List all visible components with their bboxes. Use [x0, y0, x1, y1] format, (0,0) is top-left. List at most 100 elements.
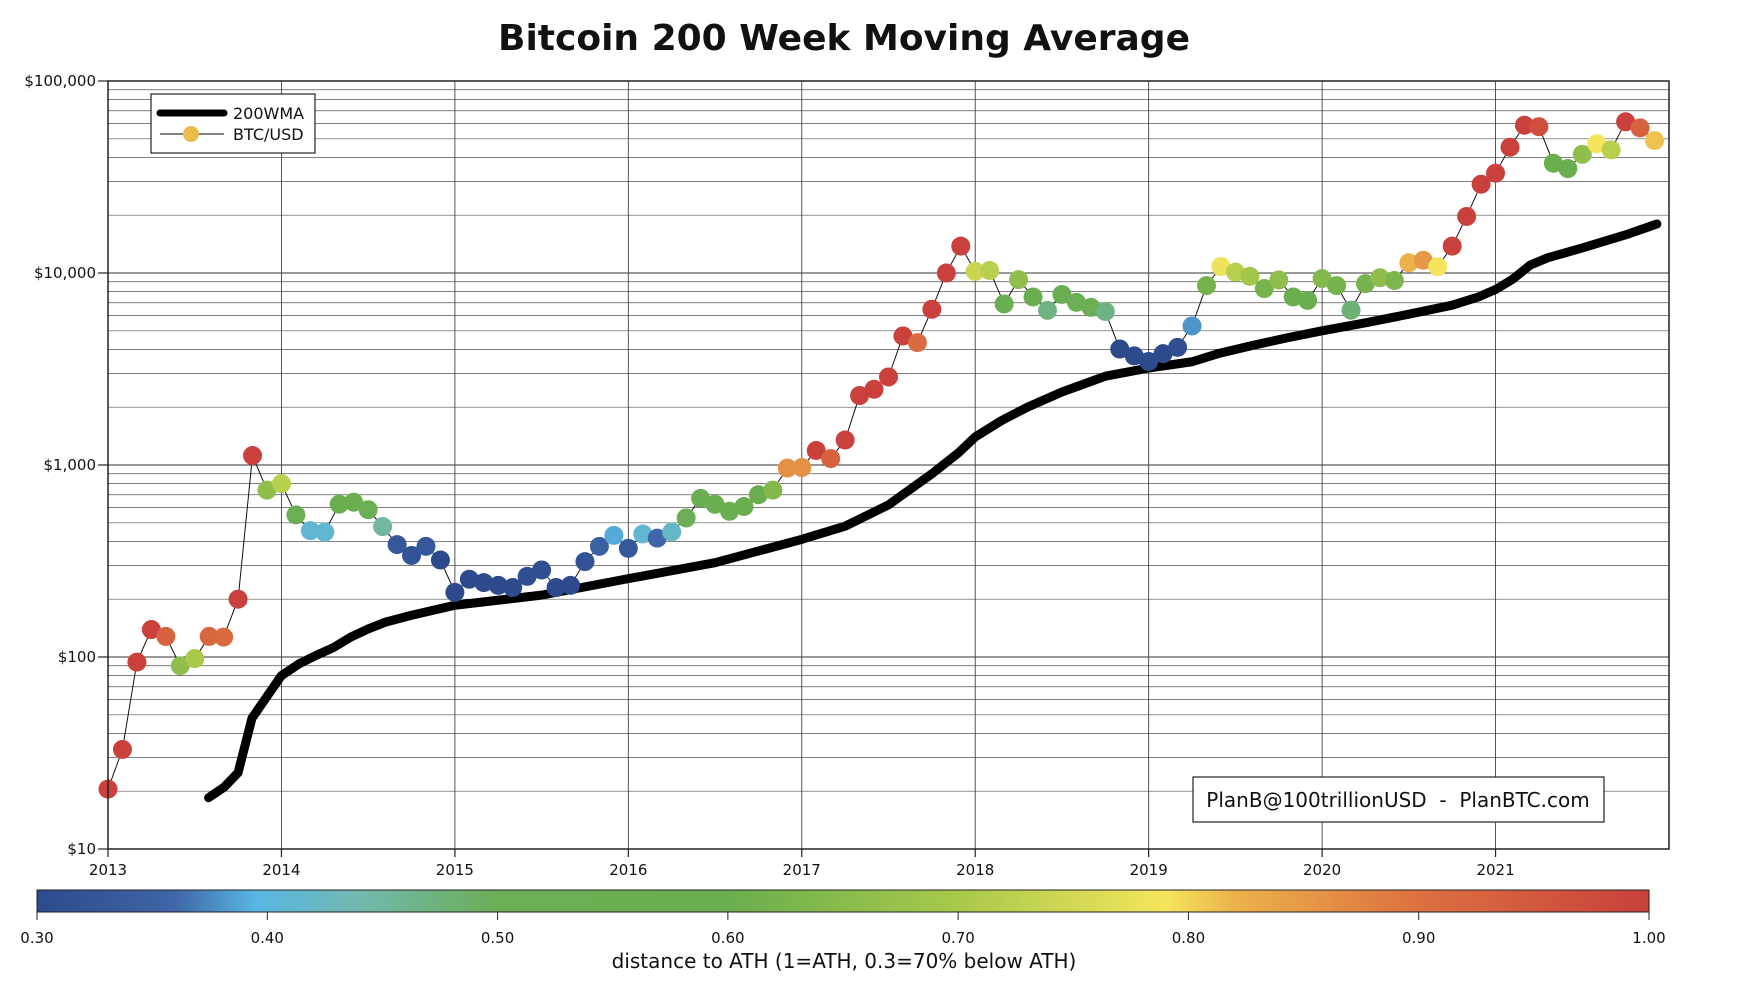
btc-point — [1283, 287, 1303, 307]
colorbar-tick-label: 0.80 — [1172, 929, 1205, 947]
btc-point — [329, 494, 349, 514]
btc-point — [1572, 144, 1592, 164]
btc-point — [1645, 130, 1665, 150]
btc-point — [257, 480, 277, 500]
x-tick-label: 2019 — [1130, 861, 1168, 879]
btc-point — [980, 261, 1000, 281]
btc-point — [199, 626, 219, 646]
btc-point — [488, 575, 508, 595]
btc-point — [893, 326, 913, 346]
btc-point — [561, 575, 581, 595]
chart-title: Bitcoin 200 Week Moving Average — [498, 18, 1190, 59]
btc-point — [459, 569, 479, 589]
y-tick-label: $100 — [58, 648, 96, 666]
wma-series — [204, 219, 1662, 803]
legend-btc-label: BTC/USD — [233, 125, 304, 144]
btc-point — [965, 261, 985, 281]
colorbar-tick-label: 0.50 — [481, 929, 514, 947]
btc-point — [1514, 115, 1534, 135]
btc-point — [430, 550, 450, 570]
btc-point — [1182, 316, 1202, 336]
btc-point — [1384, 270, 1404, 290]
btc-point — [214, 627, 234, 647]
btc-point — [1312, 269, 1332, 289]
btc-point — [589, 536, 609, 556]
btc-point — [1110, 339, 1130, 359]
btc-point — [748, 485, 768, 505]
btc-point — [777, 458, 797, 478]
btc-point — [127, 652, 147, 672]
btc-point — [879, 367, 898, 387]
btc-point — [315, 522, 335, 542]
btc-point — [705, 494, 725, 514]
btc-point — [662, 522, 682, 542]
y-tick-label: $1,000 — [44, 456, 97, 474]
btc-point — [936, 263, 956, 283]
btc-point — [1558, 159, 1578, 179]
btc-point — [358, 500, 378, 520]
colorbar-tick-label: 0.30 — [20, 929, 53, 947]
btc-point — [373, 517, 393, 537]
btc-point — [1196, 276, 1216, 296]
axes: $10 $100 $1,000 $10,000 $100,000 2013 2014 2015… — [24, 72, 1514, 879]
btc-point — [546, 578, 566, 598]
btc-point — [1428, 257, 1448, 277]
btc-point — [1587, 134, 1607, 154]
btc-point — [228, 589, 248, 609]
wma-line — [204, 219, 1662, 803]
y-tick-label: $10,000 — [34, 264, 96, 282]
btc-point — [835, 430, 855, 450]
btc-point — [1254, 279, 1274, 299]
btc-point — [1023, 287, 1043, 307]
y-tick-label: $10 — [67, 840, 96, 858]
x-tick-label: 2020 — [1303, 861, 1341, 879]
btc-point — [1139, 351, 1159, 371]
btc-point — [141, 620, 161, 640]
btc-point — [1095, 302, 1115, 322]
btc-point — [517, 566, 537, 586]
colorbar: 0.30 0.40 0.50 0.60 0.70 0.80 0.90 1.00 — [20, 889, 1666, 947]
btc-point — [416, 536, 436, 556]
btc-point — [503, 578, 523, 598]
colorbar-gradient — [36, 889, 1650, 913]
btc-point — [1037, 300, 1057, 320]
btc-point — [1009, 270, 1029, 290]
btc-point — [387, 535, 407, 555]
btc-point — [1355, 274, 1375, 294]
legend-wma-label: 200WMA — [233, 104, 304, 123]
btc-point — [1327, 276, 1347, 296]
x-tick-label: 2014 — [262, 861, 300, 879]
btc-point — [1486, 163, 1506, 183]
btc-point — [243, 446, 263, 466]
btc-point — [1500, 137, 1520, 157]
btc-point — [720, 501, 740, 521]
btc-point — [1616, 112, 1636, 132]
x-tick-label: 2021 — [1476, 861, 1514, 879]
btc-point — [821, 449, 841, 469]
btc-point — [1124, 346, 1144, 366]
btc-point — [1225, 262, 1245, 282]
colorbar-label: distance to ATH (1=ATH, 0.3=70% below AT… — [612, 949, 1077, 973]
btc-point — [1529, 117, 1549, 137]
annotation-text: PlanB@100trillionUSD - PlanBTC.com — [1206, 788, 1589, 812]
x-tick-label: 2018 — [956, 861, 994, 879]
btc-point — [1457, 206, 1477, 226]
btc-point — [1153, 344, 1173, 364]
x-tick-label: 2016 — [609, 861, 647, 879]
btc-point — [474, 573, 494, 593]
legend-btc-marker — [183, 126, 199, 142]
btc-point — [691, 488, 711, 508]
btc-point — [1399, 253, 1419, 273]
btc-point — [1269, 270, 1289, 290]
btc-point — [1298, 290, 1318, 310]
btc-point — [271, 474, 291, 494]
colorbar-tick-label: 0.40 — [251, 929, 284, 947]
x-tick-label: 2013 — [89, 861, 127, 879]
btc-point — [575, 552, 595, 572]
btc-point — [1413, 250, 1433, 270]
btc-point — [1341, 300, 1361, 320]
btc-point — [792, 458, 812, 478]
annotation: PlanB@100trillionUSD - PlanBTC.com — [1192, 776, 1605, 823]
btc-point — [1240, 266, 1260, 286]
btc-point — [633, 524, 653, 544]
